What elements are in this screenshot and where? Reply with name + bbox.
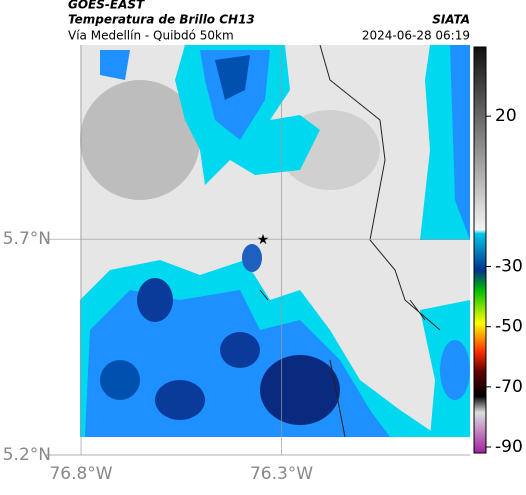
y-tick-label: 5.7°N bbox=[3, 229, 51, 249]
colorbar-tick-label: -70 bbox=[495, 377, 523, 397]
colorbar-tick-label: -90 bbox=[495, 437, 523, 457]
colorbar-tick-label: -50 bbox=[495, 317, 523, 337]
colorbar-ticks: 20 -30 -50 -70 -90 bbox=[486, 106, 523, 457]
imagery bbox=[80, 45, 470, 437]
city-marker: ★ bbox=[257, 232, 270, 248]
y-tick-label: 5.2°N bbox=[3, 445, 51, 465]
title: Temperatura de Brillo CH13 bbox=[68, 13, 255, 27]
subtitle: Vía Medellín - Quibdó 50km bbox=[68, 29, 234, 43]
x-tick-label: 76.8°W bbox=[49, 464, 112, 484]
colorbar bbox=[473, 46, 487, 454]
x-tick-label: 76.3°W bbox=[250, 464, 313, 484]
source: GOES-EAST bbox=[68, 0, 145, 12]
axes: 76.8°W 76.3°W 5.2°N 5.7°N bbox=[3, 229, 314, 484]
colorbar-tick-label: 20 bbox=[495, 106, 517, 126]
colorbar-tick-label: -30 bbox=[495, 257, 523, 277]
timestamp: 2024-06-28 06:19 bbox=[362, 29, 470, 43]
credit: SIATA bbox=[432, 13, 470, 27]
grid bbox=[45, 45, 470, 456]
